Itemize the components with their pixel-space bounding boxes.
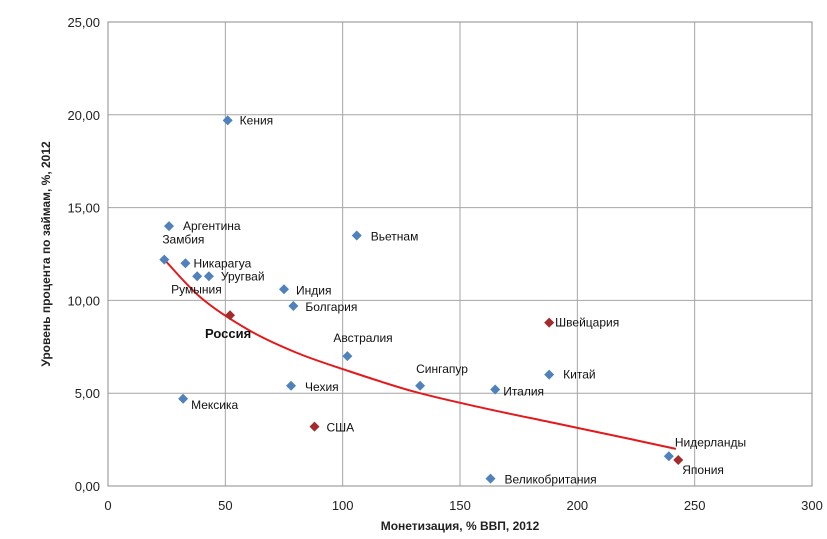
data-point-label: Болгария [305, 300, 357, 314]
x-axis-ticks: 0 50 100 150 200 250 300 [104, 498, 822, 513]
data-point-marker [544, 369, 555, 380]
data-point-label: Нидерланды [675, 435, 746, 449]
data-point-label: Уругвай [221, 269, 265, 283]
x-tick-label: 0 [104, 498, 111, 513]
x-tick-label: 250 [684, 498, 706, 513]
data-point-label: Италия [503, 384, 544, 398]
data-point-marker [225, 310, 236, 321]
data-point-label: Австралия [333, 331, 392, 345]
data-point-marker [180, 258, 191, 269]
data-point-label: Чехия [305, 380, 339, 394]
data-point-marker [288, 300, 299, 311]
data-point-marker [279, 284, 289, 295]
x-tick-label: 200 [566, 498, 588, 513]
data-point-label: Индия [296, 283, 331, 297]
data-point-marker [286, 380, 297, 391]
data-point-label: Никарагуа [193, 256, 251, 270]
data-point-marker [351, 230, 362, 241]
data-point-label: Сингапур [416, 362, 468, 376]
data-point-label: Замбия [162, 233, 204, 247]
data-point-marker [203, 271, 214, 282]
x-tick-label: 50 [218, 498, 232, 513]
data-point-label: Россия [205, 326, 251, 341]
data-point-marker [178, 393, 189, 404]
data-point-label: Румыния [171, 282, 222, 296]
y-axis-title: Уровень процента по займам, %, 2012 [39, 141, 53, 367]
data-point-marker [164, 221, 175, 232]
data-point-marker [159, 254, 170, 265]
y-tick-label: 0,00 [75, 479, 100, 494]
y-tick-label: 25,00 [67, 15, 100, 30]
data-point-label: Аргентина [183, 219, 241, 233]
data-point-marker [544, 317, 555, 328]
y-tick-label: 10,00 [67, 293, 100, 308]
data-point-label: Кения [240, 113, 274, 127]
data-point-marker [192, 271, 203, 282]
plot-area-border [107, 21, 813, 487]
point-labels: Кения Аргентина Вьетнам Замбия НикарагуаУруг… [162, 113, 746, 486]
x-tick-label: 150 [449, 498, 471, 513]
data-point-marker [673, 455, 684, 466]
y-tick-label: 20,00 [67, 108, 100, 123]
data-point-label: Япония [682, 463, 724, 477]
data-point-label: США [327, 421, 355, 435]
data-point-label: Вьетнам [371, 229, 419, 243]
data-points [159, 115, 684, 484]
data-point-marker [415, 380, 426, 391]
data-point-marker [485, 473, 496, 484]
x-axis-title: Монетизация, % ВВП, 2012 [381, 519, 540, 533]
data-point-label: Швейцария [555, 316, 619, 330]
data-point-marker [222, 115, 233, 126]
data-point-label: Китай [563, 368, 595, 382]
y-axis-ticks: 0,00 5,00 10,00 15,00 20,00 25,00 [67, 15, 100, 494]
y-tick-label: 5,00 [75, 386, 100, 401]
y-tick-label: 15,00 [67, 201, 100, 216]
data-point-marker [490, 384, 501, 395]
data-point-label: Великобритания [505, 473, 597, 487]
data-point-marker [309, 421, 320, 432]
x-tick-label: 300 [801, 498, 823, 513]
data-point-label: Мексика [191, 398, 238, 412]
data-point-marker [663, 451, 674, 462]
data-point-marker [342, 351, 353, 362]
x-tick-label: 100 [332, 498, 354, 513]
